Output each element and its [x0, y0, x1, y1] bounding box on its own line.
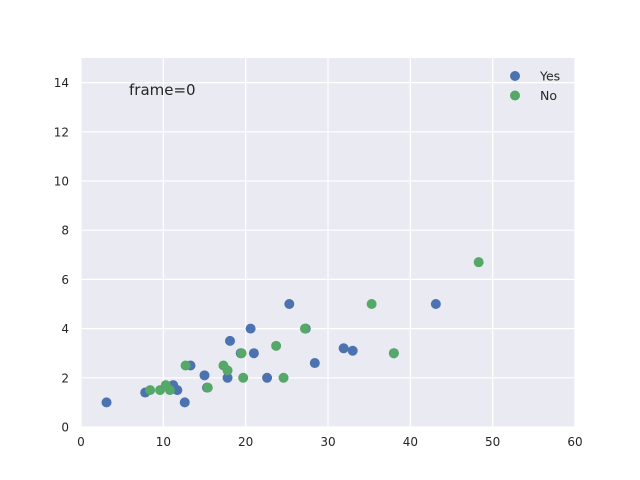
y-tick-label: 4	[61, 322, 69, 336]
y-tick-label: 0	[61, 421, 69, 435]
data-point-no	[278, 372, 289, 383]
data-point-yes	[309, 358, 320, 369]
data-point-yes	[245, 323, 256, 334]
data-point-no	[222, 365, 233, 376]
data-point-no	[299, 323, 310, 334]
frame-annotation: frame=0	[129, 81, 196, 99]
y-tick-label: 10	[54, 175, 69, 189]
data-point-no	[388, 348, 399, 359]
y-axis-ticks: 0 2 4 6 8 10 12 14	[54, 76, 69, 434]
data-point-no	[236, 348, 247, 359]
y-tick-label: 12	[54, 125, 69, 139]
x-tick-label: 40	[403, 435, 418, 449]
data-point-yes	[101, 397, 112, 408]
data-points	[101, 257, 484, 408]
data-point-yes	[222, 372, 233, 383]
data-point-yes	[172, 385, 183, 396]
data-point-yes	[262, 372, 273, 383]
data-point-no	[238, 372, 249, 383]
data-point-no	[180, 360, 191, 371]
data-point-no	[366, 299, 377, 309]
data-point-yes	[225, 335, 236, 346]
grid-lines	[80, 58, 576, 428]
x-tick-label: 60	[567, 435, 582, 449]
legend: Yes No	[510, 69, 560, 103]
legend-label-no: No	[540, 88, 557, 103]
x-tick-label: 10	[156, 435, 171, 449]
data-point-no	[473, 257, 484, 268]
data-point-no	[202, 382, 213, 393]
data-point-yes	[199, 370, 210, 381]
data-point-yes	[179, 397, 190, 408]
x-tick-label: 50	[485, 435, 500, 449]
y-tick-label: 8	[61, 224, 69, 238]
y-tick-label: 2	[61, 371, 69, 385]
data-point-no	[145, 385, 156, 396]
x-tick-label: 30	[320, 435, 335, 449]
data-point-yes	[430, 299, 441, 309]
data-point-no	[271, 340, 282, 351]
data-point-yes	[284, 299, 295, 309]
x-axis-ticks: 0 10 20 30 40 50 60	[77, 435, 582, 449]
legend-marker-no	[510, 90, 520, 101]
legend-marker-yes	[510, 71, 520, 81]
data-point-yes	[338, 343, 349, 354]
y-tick-label: 6	[61, 273, 69, 287]
legend-label-yes: Yes	[539, 69, 560, 84]
x-tick-label: 20	[238, 435, 253, 449]
data-point-yes	[347, 345, 358, 356]
y-tick-label: 14	[54, 76, 69, 90]
x-tick-label: 0	[77, 435, 85, 449]
data-point-yes	[248, 348, 259, 359]
data-point-no	[164, 385, 175, 396]
